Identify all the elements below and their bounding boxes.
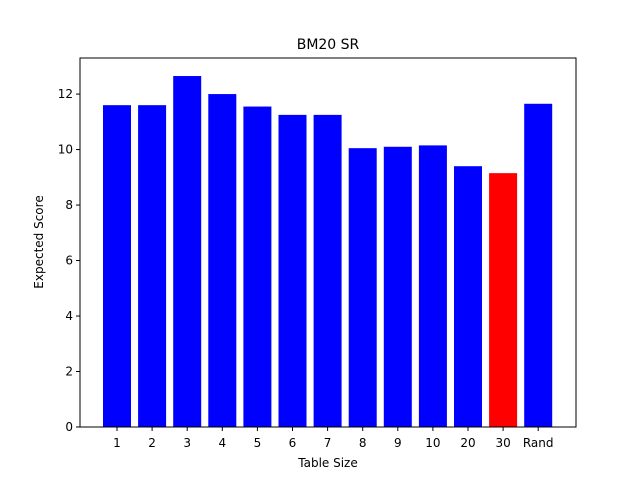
x-tick-label: 2: [148, 436, 156, 450]
y-tick-label: 12: [58, 87, 73, 101]
bar-6: [278, 114, 307, 427]
plot-frame: [79, 57, 577, 428]
bars-group: [103, 76, 553, 428]
y-axis-ticks: 0 2 4 6 8 10 12: [58, 87, 80, 434]
bar-30: [489, 173, 518, 427]
x-axis-label: Table Size: [297, 456, 357, 470]
x-tick-label: 3: [183, 436, 191, 450]
x-tick-label: Rand: [523, 436, 554, 450]
bar-4: [208, 94, 237, 427]
bar-1: [103, 105, 131, 428]
x-axis-ticks: 1 2 3 4 5 6 7 8 9 10 20 30 Rand: [113, 427, 554, 450]
bar-Rand: [524, 103, 553, 427]
bar-3: [173, 76, 202, 427]
bar-20: [454, 166, 482, 427]
bar-7: [313, 114, 342, 427]
x-tick-label: 4: [218, 436, 226, 450]
y-tick-label: 8: [65, 198, 73, 212]
x-tick-label: 1: [113, 436, 121, 450]
x-tick-label: 7: [324, 436, 332, 450]
x-tick-label: 6: [289, 436, 297, 450]
chart-title: BM20 SR: [297, 37, 360, 53]
x-tick-label: 30: [495, 436, 510, 450]
bar-2: [138, 105, 167, 428]
x-tick-label: 9: [394, 436, 402, 450]
y-axis-label: Expected Score: [32, 195, 46, 288]
x-tick-label: 20: [460, 436, 475, 450]
y-tick-label: 2: [65, 365, 73, 379]
x-tick-label: 10: [425, 436, 440, 450]
x-tick-label: 5: [254, 436, 262, 450]
y-tick-label: 4: [65, 309, 73, 323]
x-tick-label: 8: [359, 436, 367, 450]
bar-9: [383, 146, 412, 427]
bar-10: [418, 145, 447, 428]
bar-8: [348, 148, 377, 427]
y-tick-label: 0: [65, 420, 73, 434]
y-tick-label: 10: [58, 143, 73, 157]
y-tick-label: 6: [65, 254, 73, 268]
bar-5: [243, 106, 272, 427]
